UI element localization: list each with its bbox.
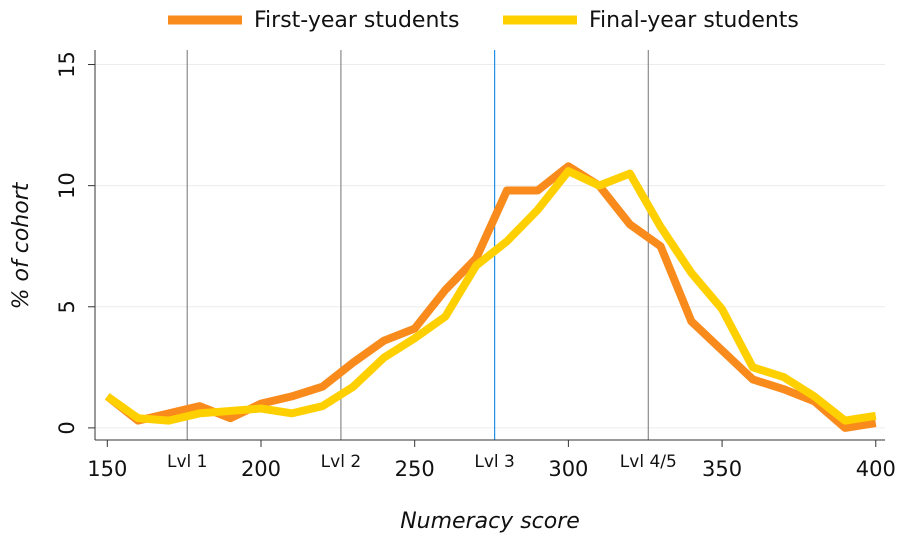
x-tick-label: 400 bbox=[856, 457, 896, 481]
series-line bbox=[104, 162, 877, 432]
x-tick-label: 150 bbox=[87, 457, 127, 481]
x-tick-label: 250 bbox=[395, 457, 435, 481]
reference-label: Lvl 4/5 bbox=[620, 452, 677, 472]
x-tick-label: 300 bbox=[548, 457, 588, 481]
y-tick-label: 15 bbox=[55, 51, 79, 78]
y-tick-label: 10 bbox=[55, 172, 79, 199]
y-axis-label: % of cohort bbox=[9, 181, 34, 309]
legend-label: Final-year students bbox=[589, 8, 799, 33]
reference-label: Lvl 1 bbox=[167, 452, 207, 472]
reference-label: Lvl 3 bbox=[474, 452, 514, 472]
x-tick-label: 200 bbox=[241, 457, 281, 481]
reference-label: Lvl 2 bbox=[321, 452, 361, 472]
series-line bbox=[104, 167, 877, 425]
legend-label: First-year students bbox=[254, 8, 460, 33]
x-tick-label: 350 bbox=[702, 457, 742, 481]
x-axis-label: Numeracy score bbox=[400, 509, 580, 534]
y-tick-label: 0 bbox=[55, 421, 79, 434]
y-tick-label: 5 bbox=[55, 300, 79, 313]
